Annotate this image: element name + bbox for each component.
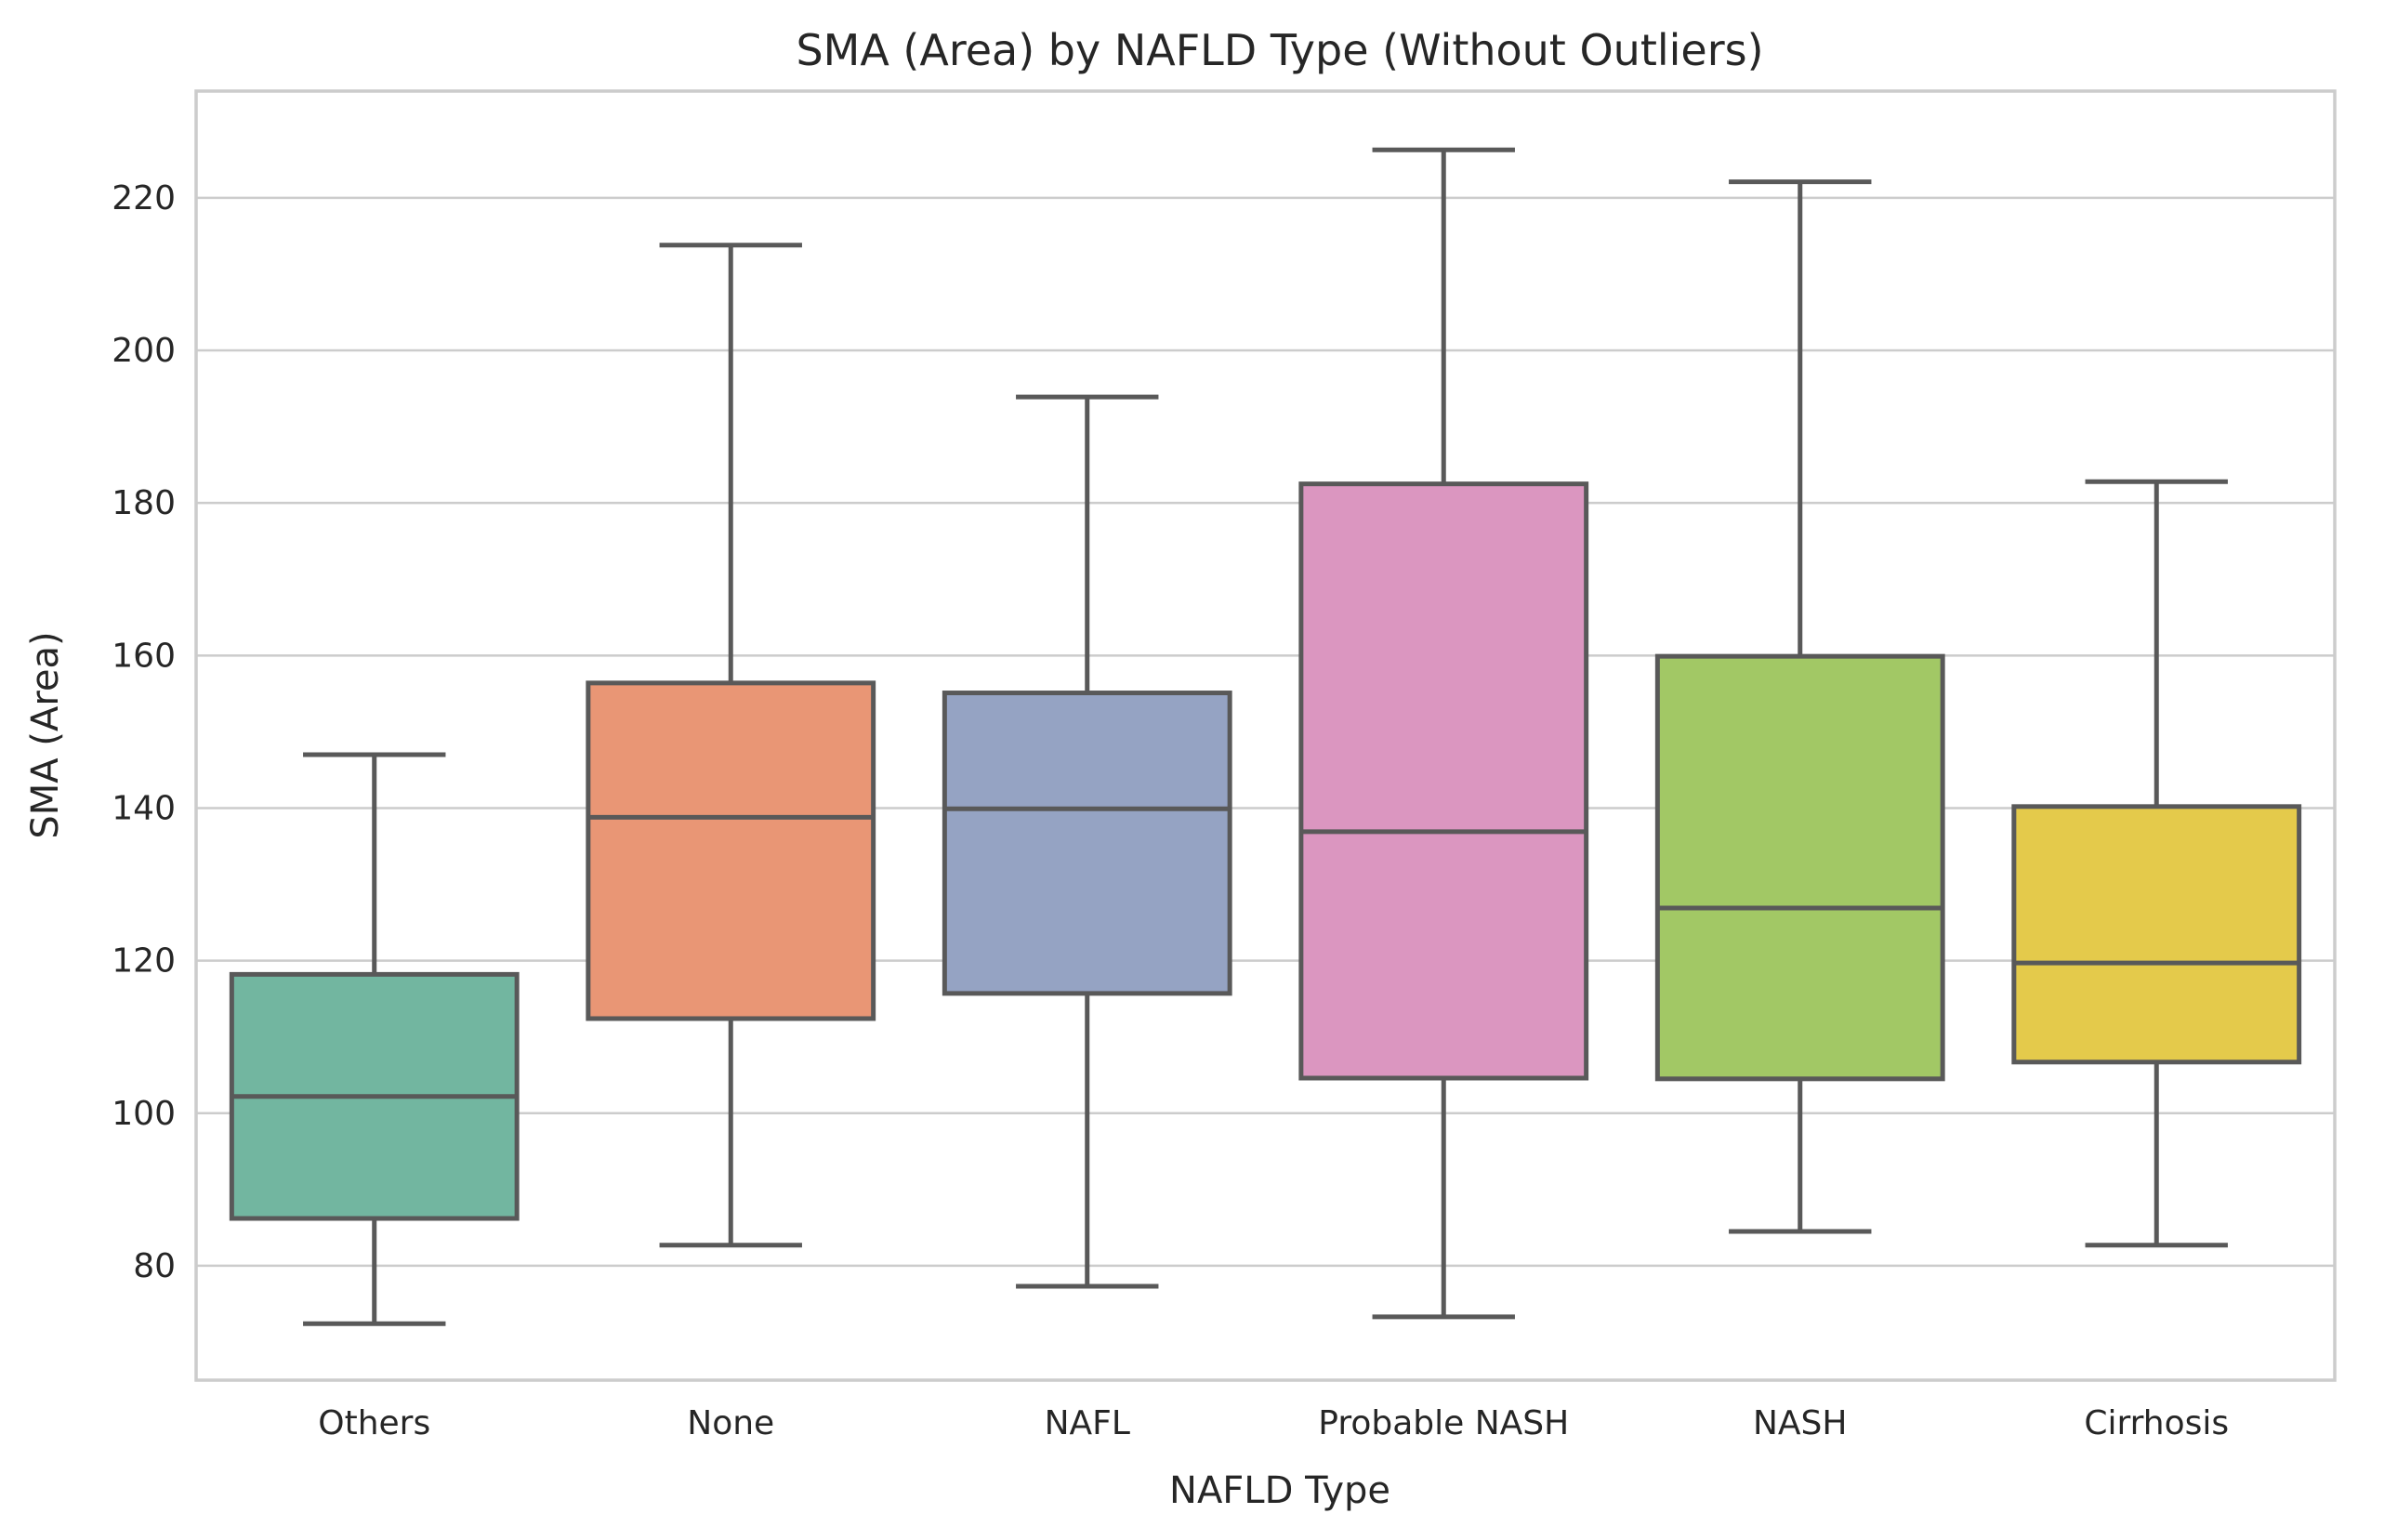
grid-layer (196, 196, 2335, 1268)
box-probable-nash (1298, 147, 1589, 1320)
x-tick-label: Cirrhosis (2084, 1404, 2229, 1442)
y-tick-label: 180 (112, 484, 176, 522)
box-iqr (2011, 804, 2302, 1065)
y-tick-label: 80 (133, 1247, 176, 1285)
y-tick-labels: 80 100 120 140 160 180 200 220 (112, 179, 176, 1285)
x-tick-label: Others (318, 1404, 430, 1442)
x-tick-labels: Others None NAFL Probable NASH NASH Cirrhosis (318, 1404, 2229, 1442)
plot-frame (194, 89, 2337, 1382)
x-tick-label: Probable NASH (1318, 1404, 1569, 1442)
box-layer (229, 147, 2302, 1326)
x-axis-label: NAFLD Type (1169, 1469, 1390, 1512)
y-tick-label: 220 (112, 179, 176, 217)
x-tick-label: NASH (1753, 1404, 1847, 1442)
y-tick-label: 160 (112, 637, 176, 675)
chart-title: SMA (Area) by NAFLD Type (Without Outlie… (796, 25, 1763, 75)
box-iqr (942, 691, 1232, 996)
y-tick-label: 200 (112, 332, 176, 370)
box-others (229, 752, 520, 1326)
box-iqr (1654, 653, 1945, 1082)
x-tick-label: None (687, 1404, 774, 1442)
box-iqr (1298, 481, 1589, 1081)
box-iqr (586, 680, 876, 1021)
y-tick-label: 120 (112, 942, 176, 981)
box-nafl (942, 394, 1232, 1289)
box-nash (1654, 179, 1945, 1234)
x-tick-label: NAFL (1045, 1404, 1130, 1442)
y-tick-label: 140 (112, 789, 176, 827)
box-cirrhosis (2011, 479, 2302, 1248)
y-axis-label: SMA (Area) (24, 631, 67, 838)
box-none (586, 243, 876, 1248)
y-tick-label: 100 (112, 1095, 176, 1133)
